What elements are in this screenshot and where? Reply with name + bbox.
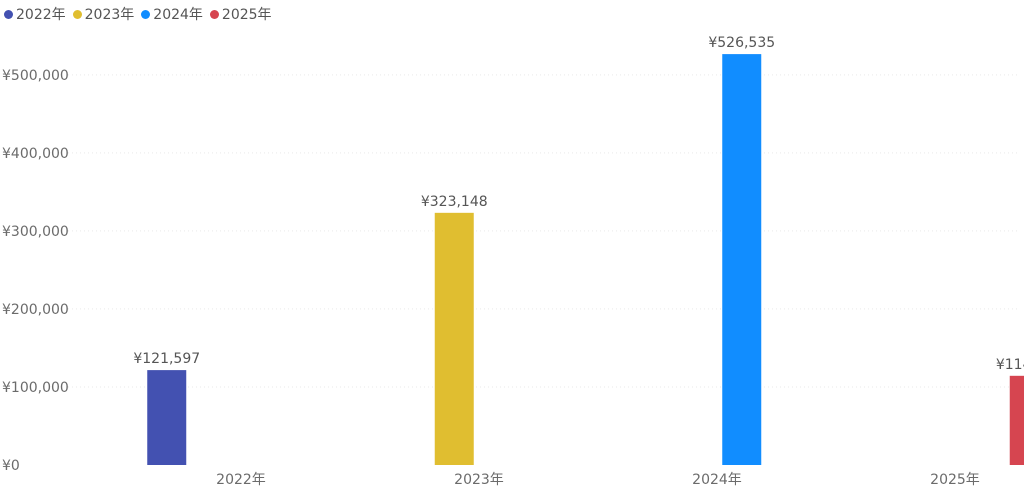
y-tick-label: ¥500,000: [2, 68, 69, 84]
legend-dot-icon: [4, 9, 13, 19]
legend-label: 2025年: [221, 7, 272, 23]
bar: [722, 54, 762, 465]
x-tick-label: 2024年: [692, 472, 742, 488]
y-tick-label: ¥400,000: [2, 146, 69, 162]
y-tick-label: ¥100,000: [2, 380, 69, 396]
bar: [147, 370, 187, 465]
data-label: ¥323,148: [421, 194, 488, 210]
data-label: ¥121,597: [133, 351, 200, 367]
legend-label: 2023年: [84, 7, 135, 23]
legend-dot-icon: [72, 9, 82, 19]
legend-label: 2024年: [153, 7, 203, 23]
bar: [434, 212, 474, 465]
chart-legend: 2022年 2023年 2024年 2025年: [4, 4, 272, 24]
legend-item[interactable]: 2024年: [141, 4, 203, 24]
legend-item[interactable]: 2025年: [209, 4, 272, 24]
y-tick-label: ¥200,000: [2, 302, 69, 318]
x-tick-label: 2022年: [216, 472, 266, 488]
legend-dot-icon: [141, 9, 151, 19]
x-tick-label: 2025年: [930, 472, 980, 488]
legend-dot-icon: [209, 9, 219, 19]
y-tick-label: ¥300,000: [2, 224, 69, 240]
y-tick-label: ¥0: [2, 458, 20, 474]
legend-item[interactable]: 2023年: [72, 4, 135, 24]
legend-item[interactable]: 2022年: [4, 4, 66, 24]
x-tick-label: 2023年: [454, 472, 504, 488]
legend-label: 2022年: [16, 7, 66, 23]
bar: [1009, 375, 1024, 465]
data-label: ¥114,290: [996, 357, 1024, 373]
data-label: ¥526,535: [708, 35, 775, 51]
